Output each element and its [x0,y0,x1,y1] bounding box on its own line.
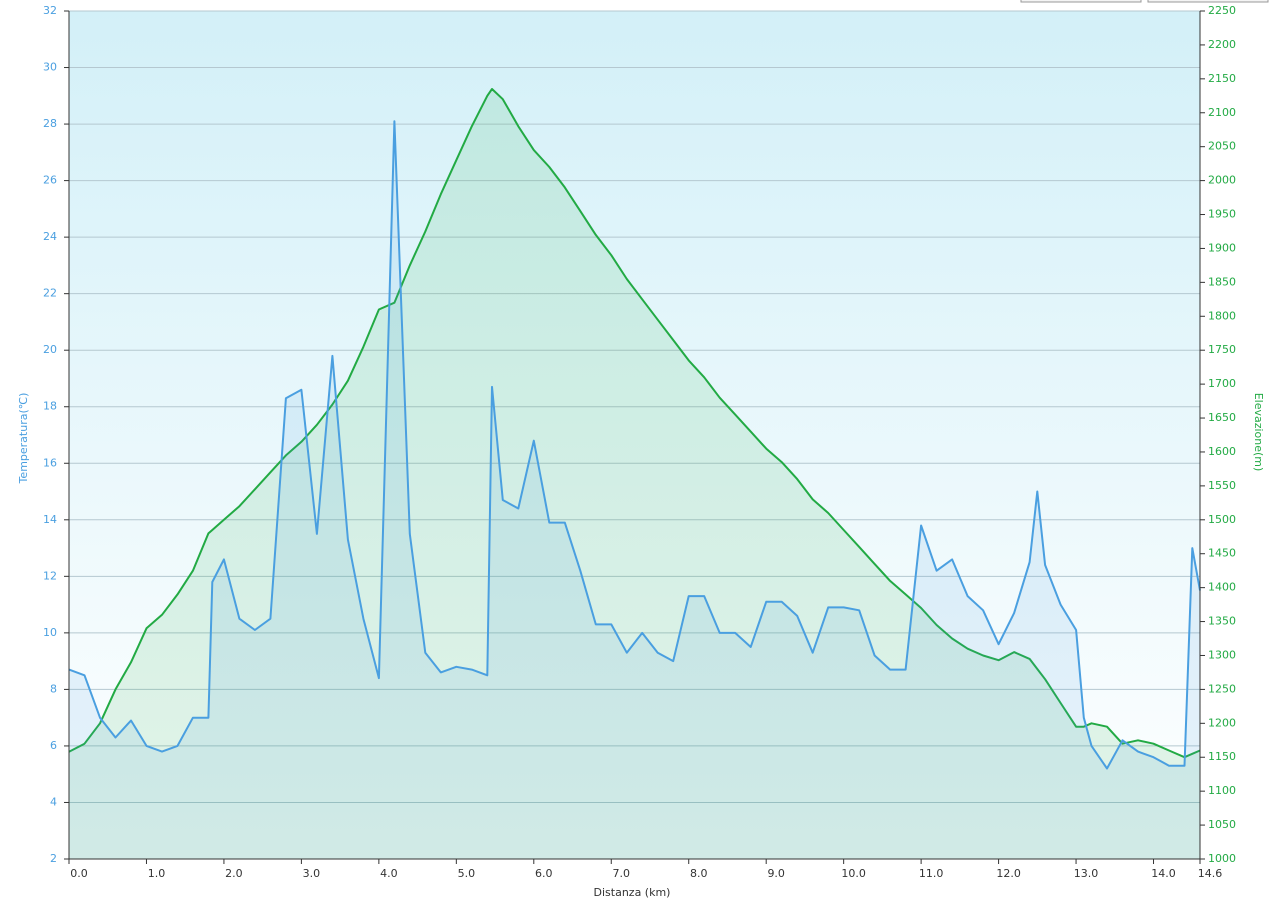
y-tick-label: 18 [43,400,57,413]
y2-tick-label: 1350 [1208,615,1236,628]
x-tick-label: 5.0 [458,867,476,880]
y-tick-label: 20 [43,343,57,356]
y2-tick-label: 1100 [1208,784,1236,797]
y2-tick-label: 1600 [1208,445,1236,458]
y2-tick-label: 1800 [1208,309,1236,322]
y2-tick-label: 1850 [1208,275,1236,288]
y-tick-label: 26 [43,174,57,187]
y2-tick-label: 1150 [1208,750,1236,763]
x-tick-label: 11.0 [919,867,944,880]
x-tick-label: 3.0 [303,867,321,880]
y2-tick-label: 1200 [1208,716,1236,729]
plot-layer [68,10,1201,860]
x-tick-label: 1.0 [148,867,166,880]
y-tick-label: 6 [50,739,57,752]
button[interactable] [1020,0,1142,3]
x-tick-label: 7.0 [613,867,631,880]
y-tick-label: 28 [43,117,57,130]
y2-tick-label: 1000 [1208,852,1236,865]
plot-area [69,11,1200,859]
y2-tick-label: 1550 [1208,479,1236,492]
x-tick-label: 9.0 [767,867,785,880]
y2-tick-label: 2250 [1208,4,1236,17]
y-tick-label: 24 [43,230,57,243]
y2-tick-label: 1400 [1208,581,1236,594]
y-tick-label: 32 [43,4,57,17]
x-tick-label: 6.0 [535,867,553,880]
y-tick-label: 2 [50,852,57,865]
area [69,121,1200,859]
y-tick-label: 22 [43,287,57,300]
series-line [68,120,1201,770]
series-line [68,88,1201,759]
x-tick-label: 10.0 [841,867,866,880]
y2-axis-label: Elevazione(m) [1252,393,1265,472]
y-tick-label: 14 [43,513,57,526]
x-tick-label: 2.0 [225,867,243,880]
x-tick-label: 13.0 [1074,867,1099,880]
y-tick-label: 16 [43,456,57,469]
x-tick-label: 14.6 [1198,867,1223,880]
y2-tick-label: 1450 [1208,547,1236,560]
y2-tick-label: 1650 [1208,411,1236,424]
y2-tick-label: 1750 [1208,343,1236,356]
y2-tick-label: 1700 [1208,377,1236,390]
button[interactable] [1147,0,1269,3]
y2-tick-label: 2200 [1208,38,1236,51]
y-tick-label: 8 [50,682,57,695]
y2-tick-label: 2000 [1208,174,1236,187]
area [69,89,1200,859]
x-tick-label: 12.0 [996,867,1021,880]
y2-tick-label: 1900 [1208,241,1236,254]
x-axis-label: Distanza (km) [594,886,671,899]
x-tick-label: 0.0 [70,867,88,880]
y-tick-label: 10 [43,626,57,639]
y2-tick-label: 1050 [1208,818,1236,831]
x-tick-label: 8.0 [690,867,708,880]
y-tick-label: 4 [50,795,57,808]
y2-tick-label: 2100 [1208,106,1236,119]
y2-tick-label: 2150 [1208,72,1236,85]
x-tick-label: 14.0 [1151,867,1176,880]
y2-tick-label: 1950 [1208,208,1236,221]
y2-tick-label: 1300 [1208,648,1236,661]
y-axis-label: Temperatura(℃) [17,393,30,485]
y-tick-label: 12 [43,569,57,582]
y2-tick-label: 1250 [1208,682,1236,695]
y-tick-label: 30 [43,61,57,74]
y2-tick-label: 2050 [1208,140,1236,153]
y2-tick-label: 1500 [1208,513,1236,526]
x-tick-label: 4.0 [380,867,398,880]
